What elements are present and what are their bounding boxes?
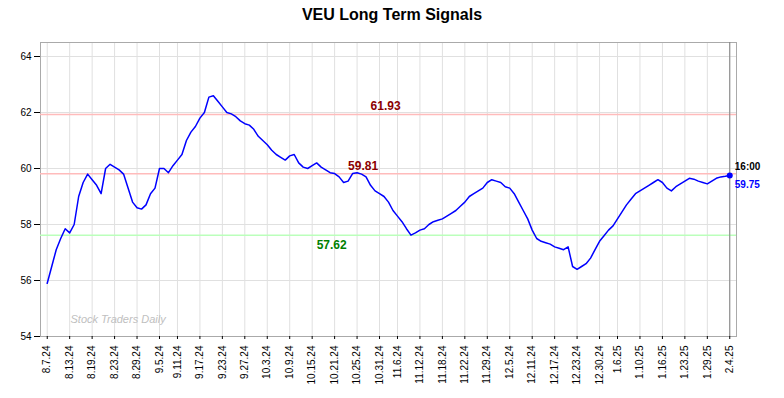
svg-text:Stock Traders Daily: Stock Traders Daily [71,313,168,325]
svg-text:1.29.25: 1.29.25 [702,345,713,379]
svg-text:64: 64 [20,51,32,62]
svg-text:11.6.24: 11.6.24 [392,345,403,378]
svg-text:11.29.24: 11.29.24 [481,345,492,384]
svg-text:61.93: 61.93 [371,99,401,113]
svg-text:1.23.25: 1.23.25 [679,345,690,379]
svg-text:9.11.24: 9.11.24 [172,345,183,378]
svg-text:8.7.24: 8.7.24 [41,345,52,373]
svg-text:11.18.24: 11.18.24 [437,345,448,384]
svg-text:10.21.24: 10.21.24 [329,345,340,384]
svg-text:59.81: 59.81 [348,159,378,173]
svg-text:12.23.24: 12.23.24 [571,345,582,384]
svg-text:1.6.25: 1.6.25 [612,345,623,373]
svg-text:54: 54 [20,331,32,342]
svg-text:1.16.25: 1.16.25 [657,345,668,379]
svg-text:12.30.24: 12.30.24 [594,345,605,384]
svg-text:9.5.24: 9.5.24 [154,345,165,373]
svg-text:10.3.24: 10.3.24 [261,345,272,379]
svg-text:11.22.24: 11.22.24 [459,345,470,384]
svg-text:12.17.24: 12.17.24 [549,345,560,384]
svg-text:16:00: 16:00 [735,161,761,172]
svg-text:9.27.24: 9.27.24 [239,345,250,379]
html-text:VEU Long Term Signals: VEU Long Term Signals [301,6,483,23]
svg-text:10.25.24: 10.25.24 [351,345,362,384]
svg-text:59.75: 59.75 [735,179,760,190]
svg-text:58: 58 [20,219,32,230]
svg-text:8.19.24: 8.19.24 [86,345,97,379]
svg-text:60: 60 [20,163,32,174]
svg-text:8.13.24: 8.13.24 [64,345,75,379]
svg-text:56: 56 [20,275,32,286]
svg-text:10.31.24: 10.31.24 [374,345,385,384]
svg-text:9.17.24: 9.17.24 [194,345,205,379]
svg-text:8.23.24: 8.23.24 [109,345,120,379]
svg-text:1.10.25: 1.10.25 [634,345,645,379]
svg-text:57.62: 57.62 [317,238,347,252]
svg-text:62: 62 [20,107,32,118]
svg-text:12.5.24: 12.5.24 [504,345,515,379]
svg-text:12.11.24: 12.11.24 [526,345,537,384]
svg-text:10.15.24: 10.15.24 [306,345,317,384]
svg-text:2.4.25: 2.4.25 [724,345,735,373]
svg-text:8.29.24: 8.29.24 [131,345,142,379]
svg-text:11.12.24: 11.12.24 [414,345,425,384]
svg-text:10.9.24: 10.9.24 [284,345,295,379]
svg-text:9.23.24: 9.23.24 [217,345,228,379]
